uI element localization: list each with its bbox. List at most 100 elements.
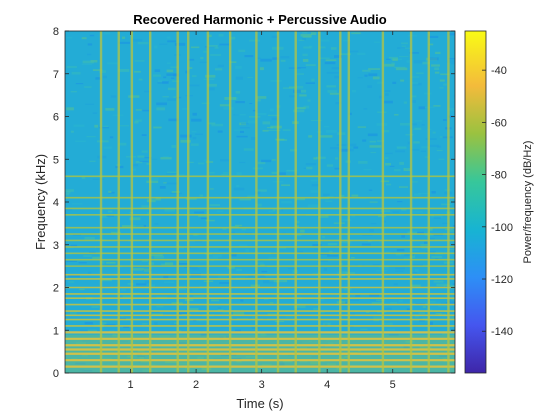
- noise-speck: [208, 45, 218, 48]
- noise-speck: [310, 361, 320, 365]
- noise-speck: [300, 33, 312, 37]
- noise-speck: [213, 357, 222, 360]
- noise-speck: [154, 322, 158, 325]
- noise-speck: [433, 280, 444, 283]
- noise-speck: [415, 269, 419, 272]
- noise-speck: [275, 209, 284, 212]
- noise-speck: [377, 140, 385, 142]
- noise-speck: [75, 342, 87, 345]
- noise-speck: [142, 369, 153, 372]
- noise-speck: [311, 120, 322, 121]
- noise-speck: [166, 173, 178, 175]
- noise-speck: [156, 107, 165, 111]
- noise-speck: [327, 196, 334, 198]
- noise-speck: [385, 183, 392, 186]
- noise-speck: [336, 271, 348, 275]
- noise-speck: [370, 222, 377, 225]
- noise-speck: [236, 360, 242, 363]
- noise-speck: [259, 275, 266, 278]
- y-tick-label: 6: [53, 112, 59, 124]
- noise-speck: [241, 228, 246, 231]
- noise-speck: [156, 306, 164, 308]
- noise-speck: [99, 127, 109, 129]
- noise-speck: [271, 171, 279, 174]
- noise-speck: [190, 143, 199, 146]
- noise-speck: [324, 125, 330, 128]
- noise-speck: [94, 124, 98, 128]
- noise-speck: [164, 208, 175, 212]
- noise-speck: [235, 329, 241, 332]
- noise-speck: [340, 241, 352, 244]
- noise-speck: [282, 294, 293, 296]
- colorbar-ticks: -140 -120 -100 -80 -60 -40: [482, 65, 513, 338]
- noise-speck: [240, 130, 244, 133]
- noise-speck: [107, 210, 113, 213]
- noise-speck: [399, 186, 408, 188]
- noise-speck: [216, 210, 224, 213]
- colorbar-tick-label: -100: [491, 222, 513, 234]
- noise-speck: [236, 172, 242, 175]
- noise-speck: [441, 203, 452, 206]
- noise-speck: [78, 262, 87, 264]
- noise-speck: [448, 58, 455, 60]
- noise-speck: [417, 231, 424, 234]
- noise-speck: [453, 94, 455, 97]
- noise-speck: [387, 328, 396, 331]
- noise-speck: [348, 112, 352, 116]
- noise-speck: [221, 174, 229, 175]
- noise-speck: [95, 77, 102, 80]
- noise-speck: [215, 68, 223, 71]
- noise-speck: [323, 268, 328, 271]
- noise-speck: [305, 163, 317, 166]
- noise-speck: [344, 356, 349, 358]
- noise-speck: [150, 158, 158, 160]
- noise-speck: [155, 197, 161, 201]
- noise-speck: [395, 267, 405, 270]
- noise-speck: [122, 225, 132, 228]
- noise-speck: [268, 210, 274, 213]
- noise-speck: [255, 335, 265, 337]
- noise-speck: [401, 253, 406, 256]
- noise-speck: [389, 165, 395, 167]
- chart-title: Recovered Harmonic + Percussive Audio: [133, 12, 387, 27]
- noise-speck: [311, 184, 319, 187]
- x-axis-label: Time (s): [236, 396, 283, 411]
- noise-speck: [282, 129, 291, 131]
- noise-speck: [369, 145, 382, 148]
- noise-speck: [411, 181, 418, 183]
- noise-speck: [101, 278, 112, 282]
- noise-speck: [236, 185, 240, 188]
- noise-speck: [357, 52, 366, 55]
- noise-speck: [334, 167, 340, 170]
- noise-speck: [450, 346, 455, 349]
- noise-speck: [99, 70, 107, 73]
- noise-speck: [271, 117, 279, 121]
- noise-speck: [279, 247, 287, 249]
- y-tick-label: 2: [53, 283, 59, 295]
- noise-speck: [151, 177, 159, 181]
- noise-speck: [317, 260, 328, 262]
- noise-speck: [67, 275, 80, 278]
- noise-speck: [411, 148, 420, 151]
- noise-speck: [361, 243, 371, 246]
- noise-speck: [80, 329, 88, 332]
- noise-speck: [354, 264, 365, 266]
- noise-speck: [222, 172, 229, 174]
- noise-speck: [154, 255, 164, 259]
- noise-speck: [320, 135, 333, 138]
- noise-speck: [413, 141, 420, 144]
- y-tick-label: 1: [53, 325, 59, 337]
- noise-speck: [160, 157, 172, 160]
- noise-speck: [128, 95, 140, 98]
- noise-speck: [218, 33, 224, 37]
- noise-speck: [194, 211, 205, 214]
- noise-speck: [65, 189, 74, 192]
- noise-speck: [401, 42, 408, 45]
- noise-speck: [446, 60, 455, 63]
- noise-speck: [313, 308, 321, 310]
- noise-speck: [395, 150, 405, 153]
- noise-speck: [75, 140, 86, 142]
- noise-speck: [185, 198, 197, 200]
- noise-speck: [368, 189, 373, 191]
- noise-speck: [368, 73, 378, 77]
